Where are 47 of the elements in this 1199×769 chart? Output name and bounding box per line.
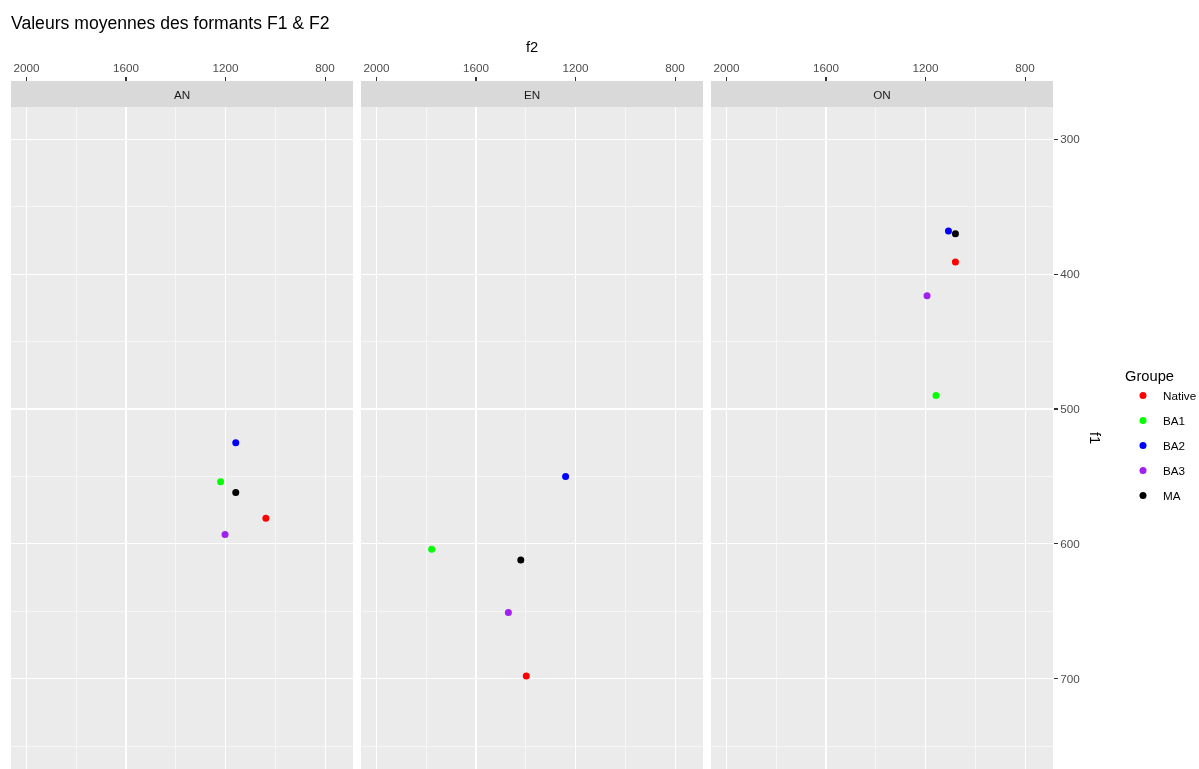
x-tick-label: 800 [315, 61, 336, 75]
x-tick-label: 800 [665, 61, 686, 75]
x-tick-label: 2000 [13, 61, 40, 75]
chart-subtitle: AN [173, 87, 191, 101]
x-tick-label: 800 [1015, 61, 1036, 75]
point [951, 230, 959, 238]
point [232, 489, 240, 497]
chart-subtitle: EN [523, 87, 541, 101]
x-tick-label: 2000 [363, 61, 390, 75]
y-tick-label: 300 [1060, 132, 1081, 146]
panel-strip: EN [361, 81, 703, 107]
legend-label: Native [1163, 389, 1197, 403]
x-tick-label: 2000 [713, 61, 740, 75]
point [428, 545, 436, 553]
legend-title: Groupe [1125, 368, 1174, 385]
x-tick-label: 1200 [212, 61, 240, 75]
point [923, 292, 931, 300]
x-axis-title: f2 [525, 38, 539, 55]
y-axis-title: f1 [1087, 432, 1103, 445]
y-tick-label: 400 [1060, 267, 1081, 281]
chart-title: Valeurs moyennes des formants F1 & F2 [11, 13, 330, 34]
x-tick-label: 1200 [562, 61, 590, 75]
y-tick-label: 600 [1060, 536, 1081, 550]
point [517, 556, 525, 564]
point [217, 478, 225, 486]
point [562, 472, 570, 480]
x-tick-label: 1600 [112, 61, 140, 75]
legend-label: BA1 [1163, 414, 1186, 428]
point [232, 439, 240, 447]
point [221, 530, 229, 538]
chart-subtitle: ON [873, 87, 891, 101]
x-tick-label: 1200 [912, 61, 940, 75]
point [262, 514, 270, 522]
panel-strip: AN [11, 81, 353, 107]
point [504, 609, 512, 617]
point [944, 227, 952, 235]
legend-label: BA3 [1163, 464, 1186, 478]
legend-label: BA2 [1163, 439, 1186, 453]
y-tick-label: 500 [1060, 402, 1081, 416]
point [951, 258, 959, 266]
point [522, 672, 530, 680]
y-tick-label: 700 [1060, 671, 1081, 685]
legend-label: MA [1163, 489, 1181, 503]
x-tick-label: 1600 [812, 61, 840, 75]
panel-strip: ON [711, 81, 1053, 107]
x-tick-label: 1600 [462, 61, 490, 75]
point [932, 392, 940, 400]
